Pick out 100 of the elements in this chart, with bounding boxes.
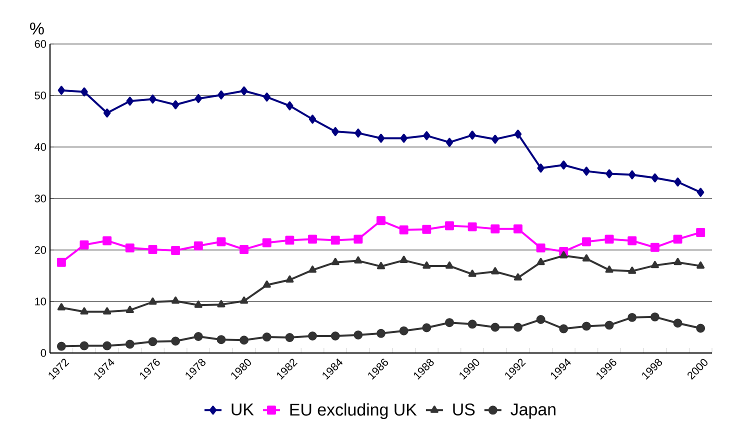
point [560, 251, 568, 258]
point [308, 114, 316, 124]
point [262, 332, 272, 342]
point [285, 333, 294, 342]
point [102, 341, 112, 350]
point [171, 246, 180, 255]
legend-label: UK [232, 404, 254, 416]
point [354, 256, 362, 264]
point [400, 256, 408, 264]
y-tick-label: 10 [35, 298, 46, 306]
point [376, 328, 386, 338]
point [216, 237, 226, 246]
point [80, 341, 89, 350]
point [696, 188, 704, 197]
y-tick-label: 60 [34, 40, 46, 48]
point [651, 173, 659, 182]
point [330, 236, 340, 245]
point [354, 128, 362, 138]
point [673, 318, 682, 328]
y-tick-label: 20 [34, 246, 46, 254]
point [56, 258, 66, 267]
point [308, 266, 317, 273]
point [582, 254, 590, 262]
point [604, 234, 614, 244]
point [240, 86, 248, 96]
point [126, 96, 134, 106]
point [80, 307, 88, 315]
point [125, 243, 134, 252]
y-tick-label: 40 [34, 143, 46, 151]
point [673, 234, 682, 244]
point [537, 164, 544, 173]
point [422, 261, 431, 269]
point [58, 86, 66, 95]
point [399, 326, 408, 336]
point [308, 332, 318, 340]
point [240, 296, 248, 304]
point [490, 224, 500, 234]
point [468, 320, 477, 329]
point [194, 332, 203, 341]
point [560, 160, 568, 170]
point [536, 315, 546, 324]
point [696, 324, 706, 333]
point [376, 262, 386, 270]
point [172, 100, 180, 110]
point [308, 234, 318, 244]
legend-label: EU excluding UK [290, 403, 417, 420]
point [148, 244, 158, 254]
point [332, 127, 339, 136]
point [559, 324, 568, 334]
point [536, 243, 546, 252]
y-axis-title: % [30, 22, 44, 34]
point [262, 238, 272, 248]
point [216, 335, 226, 344]
point [628, 236, 637, 246]
point [57, 303, 66, 310]
point [262, 280, 271, 288]
point [80, 87, 88, 96]
point [286, 275, 294, 283]
point [468, 130, 476, 140]
point [650, 312, 660, 322]
point [650, 242, 660, 252]
point [628, 312, 637, 322]
y-tick-label: 50 [34, 92, 46, 100]
point [286, 101, 294, 110]
point [674, 178, 682, 186]
point [240, 336, 249, 345]
point [149, 94, 156, 104]
point [377, 134, 385, 143]
point [125, 340, 134, 349]
point [80, 240, 89, 250]
point [103, 108, 111, 118]
point [445, 261, 454, 269]
legend-label: Japan [510, 404, 556, 419]
y-tick-label: 0 [40, 349, 46, 357]
point [492, 134, 499, 144]
point [650, 260, 659, 268]
point [331, 258, 340, 266]
point [194, 94, 202, 104]
point [696, 228, 706, 237]
point [536, 258, 545, 266]
point [513, 322, 522, 332]
point [194, 300, 202, 308]
point [696, 261, 705, 269]
point [171, 336, 180, 346]
point [285, 236, 294, 245]
y-tick-label: 30 [34, 194, 46, 202]
point [582, 322, 591, 331]
point [422, 224, 432, 234]
point [491, 267, 500, 274]
point [217, 300, 226, 308]
legend-label: US [453, 403, 475, 416]
point [399, 225, 408, 234]
point [422, 323, 432, 332]
point [376, 216, 386, 226]
point [330, 332, 340, 340]
point [400, 134, 408, 143]
point [514, 273, 522, 281]
point [605, 266, 614, 273]
point [148, 337, 158, 346]
point [445, 221, 454, 230]
